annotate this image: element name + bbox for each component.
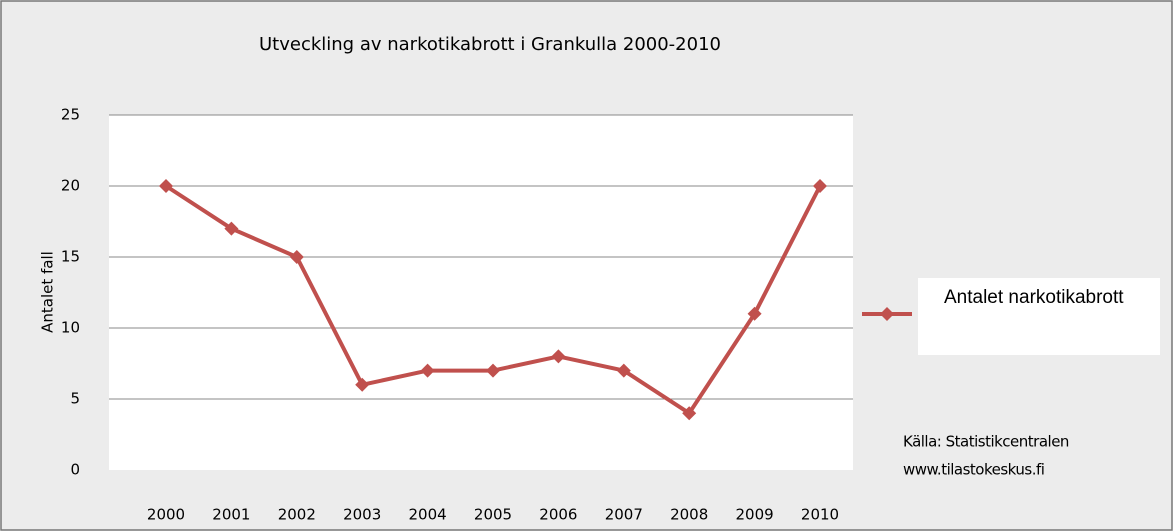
- point-marker: [420, 363, 435, 378]
- plot-area: [109, 115, 853, 470]
- y-tick-label: 0: [70, 461, 80, 479]
- y-axis-label: Antalet fall: [39, 251, 57, 333]
- annotation: www.tilastokeskus.fi: [903, 461, 1044, 479]
- y-tick-label: 10: [61, 319, 80, 337]
- point-marker: [289, 250, 304, 264]
- x-tick-label: 2005: [474, 506, 512, 524]
- x-tick-label: 2006: [539, 506, 577, 524]
- x-tick-label: 2008: [670, 506, 708, 524]
- point-marker: [551, 349, 566, 364]
- point-marker: [486, 363, 500, 378]
- y-tick-label: 20: [61, 177, 80, 195]
- annotation: Källa: Statistikcentralen: [903, 433, 1069, 451]
- x-tick-label: 2010: [801, 506, 839, 524]
- point-marker: [159, 179, 173, 193]
- legend-label: Antalet narkotikabrott: [944, 287, 1124, 308]
- x-tick-label: 2001: [212, 506, 250, 524]
- y-tick-label: 15: [61, 248, 80, 266]
- point-marker: [616, 363, 631, 378]
- legend-entry: Antalet narkotikabrott: [944, 287, 1124, 308]
- point-marker: [682, 406, 697, 421]
- legend-box: [918, 278, 1160, 355]
- legend-marker: [880, 307, 894, 321]
- x-tick-label: 2009: [736, 506, 774, 524]
- x-tick-label: 2004: [409, 506, 447, 524]
- chart-title: Utveckling av narkotikabrott i Grankulla…: [259, 34, 721, 55]
- x-tick-label: 2002: [278, 506, 316, 524]
- point-marker: [813, 179, 827, 193]
- point-marker: [224, 221, 239, 236]
- x-tick-label: 2000: [147, 506, 185, 524]
- x-tick-label: 2007: [605, 506, 643, 524]
- point-marker: [747, 306, 762, 321]
- x-tick-label: 2003: [343, 506, 381, 524]
- point-marker: [355, 377, 370, 392]
- y-tick-label: 5: [70, 390, 80, 408]
- y-tick-label: 25: [61, 106, 80, 124]
